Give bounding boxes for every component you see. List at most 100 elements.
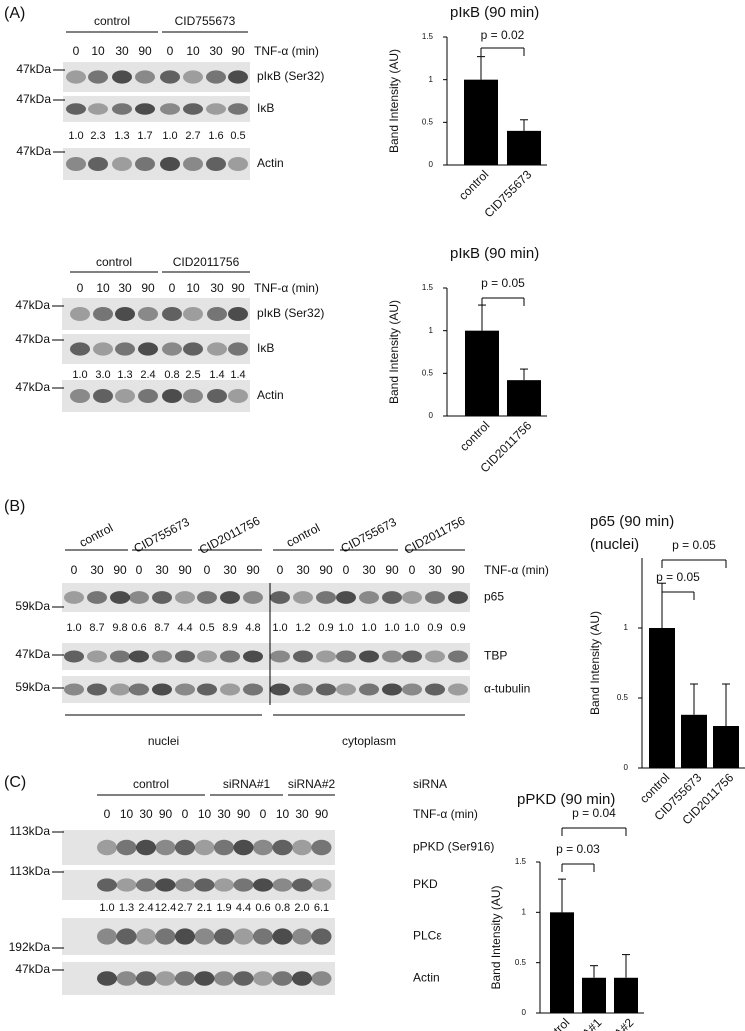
band (136, 928, 156, 945)
group-header: control (77, 521, 115, 550)
mw-marker: 47kDa (15, 332, 50, 346)
group-header: control (94, 14, 130, 28)
band (116, 878, 137, 892)
band (402, 591, 422, 604)
quant-label: 6.1 (314, 902, 329, 914)
quant-label: 1.0 (361, 622, 376, 634)
band (183, 306, 203, 322)
y-tick-label: 1 (522, 907, 527, 916)
compartment-label: cytoplasm (342, 734, 396, 748)
row-label: IκB (257, 101, 274, 115)
quant-label: 1.0 (272, 622, 287, 634)
time-label: 0 (136, 563, 143, 577)
quant-label: 1.3 (119, 902, 134, 914)
group-header: siRNA#1 (223, 777, 271, 791)
band (110, 650, 130, 663)
quant-label: 1.0 (384, 622, 399, 634)
mw-marker: 47kDa (15, 647, 50, 661)
group-header: CID2011756 (173, 255, 240, 269)
band (115, 388, 135, 404)
quant-label: 9.8 (112, 622, 127, 634)
band (194, 839, 215, 856)
p-value: p = 0.05 (481, 276, 525, 290)
band (214, 928, 234, 945)
panel-label: (B) (4, 498, 25, 515)
band (207, 306, 227, 322)
mw-marker: 47kDa (15, 298, 50, 312)
band (272, 839, 293, 856)
row-label: TBP (484, 649, 507, 663)
blot (63, 96, 250, 122)
band (214, 839, 234, 856)
time-label: 30 (115, 44, 129, 58)
quant-label: 0.9 (450, 622, 465, 634)
group-header: control (96, 255, 132, 269)
x-tick-label: control (537, 1015, 572, 1031)
time-label: 10 (198, 807, 212, 821)
band (136, 839, 156, 856)
band (175, 928, 195, 945)
time-label: 90 (141, 281, 155, 295)
band (70, 388, 90, 404)
band (88, 70, 108, 84)
mw-marker: 192kDa (9, 940, 51, 954)
band (112, 70, 132, 84)
band (270, 683, 290, 696)
time-label: 90 (246, 563, 260, 577)
quant-label: 1.0 (162, 130, 177, 142)
quant-label: 8.7 (154, 622, 169, 634)
p-value: p = 0.04 (572, 806, 616, 820)
band (129, 650, 149, 663)
band (112, 103, 132, 115)
quant-label: 8.7 (89, 622, 104, 634)
band (155, 839, 176, 856)
band (448, 591, 468, 604)
band (316, 650, 336, 663)
bar (507, 130, 541, 165)
band (93, 342, 113, 356)
time-label: 30 (362, 563, 376, 577)
band (448, 683, 468, 696)
band (138, 342, 158, 356)
row-label: Actin (413, 971, 440, 985)
band (116, 839, 137, 856)
band (214, 971, 234, 986)
time-label: 90 (178, 563, 192, 577)
y-tick-label: 0.5 (422, 368, 434, 377)
band (129, 591, 149, 604)
quant-label: 2.4 (138, 902, 153, 914)
bar (550, 912, 574, 1013)
time-label: 30 (223, 563, 237, 577)
band (272, 971, 293, 986)
y-axis-label: Band Intensity (AU) (387, 49, 401, 153)
quant-label: 1.7 (137, 130, 152, 142)
quant-label: 0.8 (164, 369, 179, 381)
band (135, 70, 155, 84)
row-label: PKD (413, 877, 438, 891)
band (311, 839, 332, 856)
time-label: 90 (385, 563, 399, 577)
band (175, 839, 195, 856)
y-tick-label: 0.5 (515, 958, 527, 967)
band (64, 683, 84, 696)
time-label: 90 (451, 563, 465, 577)
time-label: 30 (155, 563, 169, 577)
band (155, 928, 176, 945)
x-tick-label: control (457, 418, 492, 453)
y-tick-label: 1 (624, 623, 629, 632)
row-label: pIκB (Ser32) (257, 69, 324, 83)
band (272, 928, 293, 945)
band (138, 306, 158, 322)
y-axis-label: Band Intensity (AU) (489, 885, 503, 989)
mw-marker: 113kDa (10, 824, 51, 838)
quant-label: 0.6 (255, 902, 270, 914)
time-label: 90 (231, 44, 245, 58)
band (175, 591, 195, 604)
quant-label: 2.7 (177, 902, 192, 914)
quant-label: 0.5 (230, 130, 245, 142)
time-label: 30 (428, 563, 442, 577)
row-label: PLCε (413, 929, 442, 943)
band (425, 683, 445, 696)
time-label: 0 (169, 281, 176, 295)
band (183, 156, 203, 172)
